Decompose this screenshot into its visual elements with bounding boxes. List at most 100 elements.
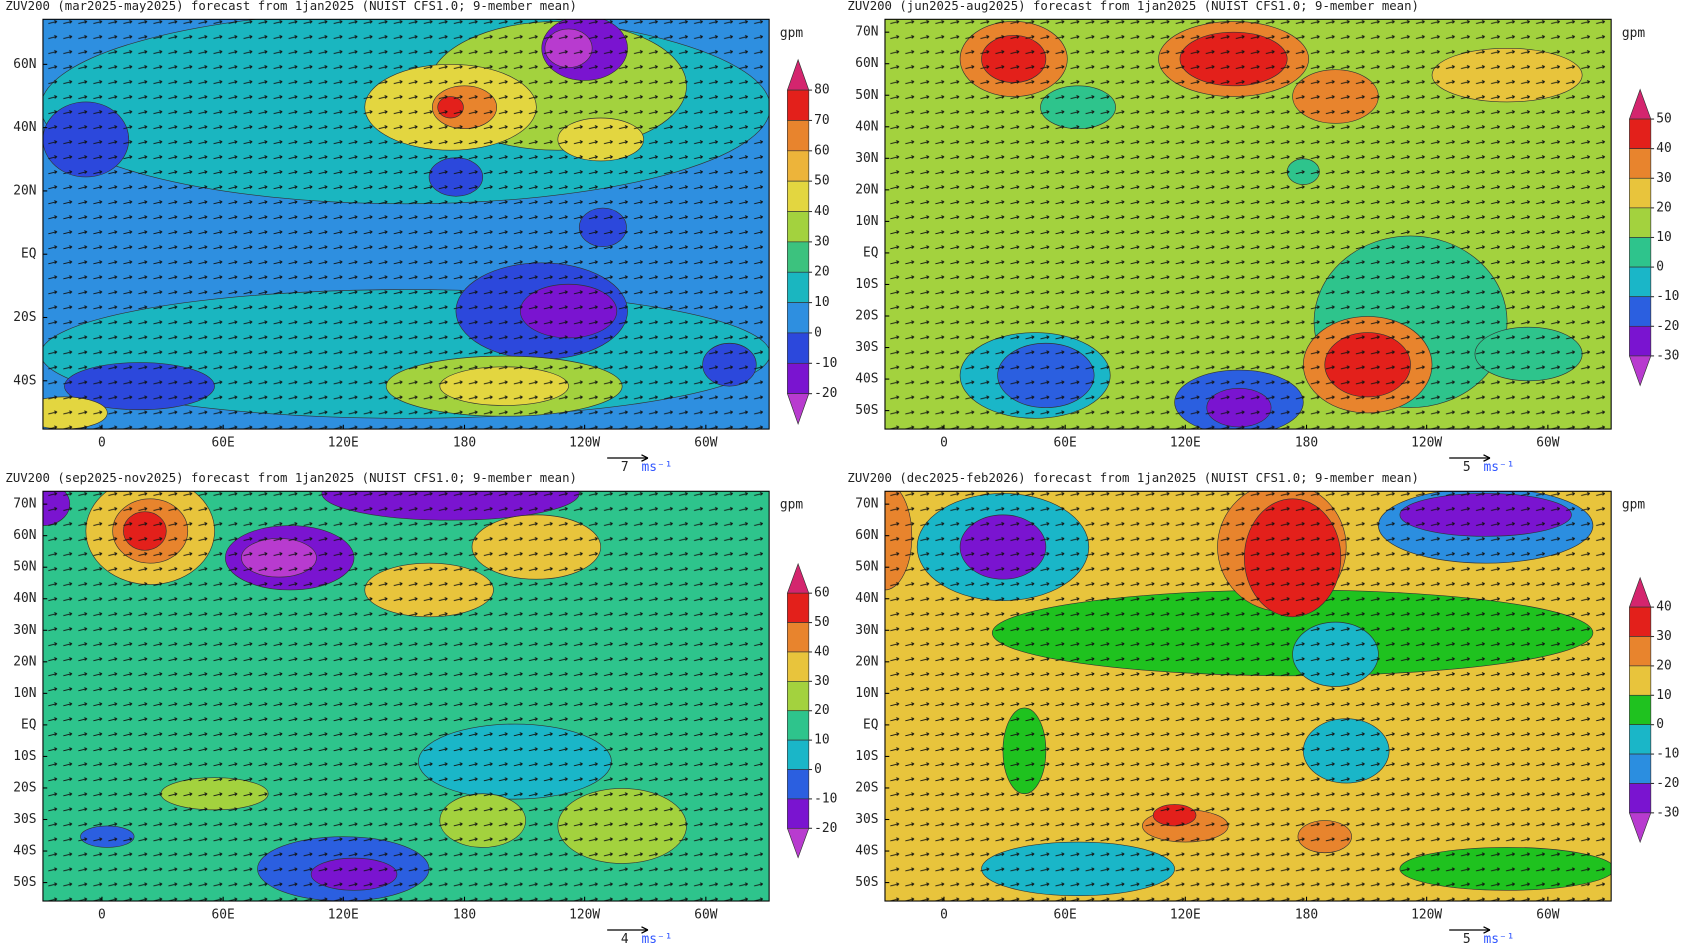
unit-label: gpm bbox=[780, 26, 803, 41]
lon-label: 180 bbox=[1295, 907, 1318, 922]
lon-label: 0 bbox=[940, 907, 948, 922]
lat-label: 40N bbox=[13, 591, 36, 606]
lat-label: 10S bbox=[855, 749, 878, 764]
colorbar-label: -30 bbox=[1656, 805, 1679, 820]
lon-label: 120W bbox=[1411, 907, 1442, 922]
colorbar-box bbox=[787, 710, 810, 741]
lat-label: 40N bbox=[855, 119, 878, 134]
unit-label: gpm bbox=[1622, 498, 1645, 513]
colorbar-label: -10 bbox=[814, 356, 837, 371]
lat-label: 30S bbox=[855, 340, 878, 355]
lat-label: 10S bbox=[855, 277, 878, 292]
lon-label: 0 bbox=[98, 907, 106, 922]
colorbar-box bbox=[787, 332, 810, 364]
colorbar-box bbox=[787, 271, 810, 303]
colorbar-box bbox=[787, 651, 810, 682]
unit-label: gpm bbox=[780, 498, 803, 513]
colorbar-label: 30 bbox=[814, 674, 829, 689]
lon-label: 0 bbox=[940, 436, 948, 451]
lat-label: 20S bbox=[855, 309, 878, 324]
colorbar-label: 30 bbox=[1656, 171, 1671, 186]
colorbar-label: 10 bbox=[1656, 688, 1671, 703]
lon-label: 120E bbox=[328, 907, 359, 922]
colorbar-label: 0 bbox=[1656, 260, 1664, 275]
lat-label: 10N bbox=[13, 686, 36, 701]
colorbar-label: 20 bbox=[814, 703, 829, 718]
lat-label: 10N bbox=[855, 214, 878, 229]
reference-unit: ms⁻¹ bbox=[1484, 932, 1515, 945]
colorbar-label: 60 bbox=[814, 586, 829, 601]
colorbar-triangle bbox=[786, 827, 810, 859]
lat-label: 50N bbox=[855, 88, 878, 103]
colorbar-label: -20 bbox=[814, 821, 837, 836]
colorbar-triangle bbox=[1628, 812, 1652, 844]
reference-value: 5 bbox=[1463, 932, 1471, 945]
colorbar-triangle bbox=[1628, 576, 1652, 608]
lon-label: 60W bbox=[1536, 436, 1559, 451]
lat-label: 10N bbox=[855, 686, 878, 701]
colorbar-box bbox=[787, 592, 810, 623]
colorbar-triangle bbox=[786, 562, 810, 594]
wind-vectors bbox=[884, 491, 1612, 902]
lat-label: 20S bbox=[855, 780, 878, 795]
colorbar-box bbox=[1629, 724, 1652, 755]
colorbar-label: -20 bbox=[1656, 776, 1679, 791]
colorbar-box bbox=[787, 362, 810, 394]
map-field bbox=[884, 491, 1612, 902]
wind-vectors bbox=[884, 19, 1612, 430]
map-field bbox=[884, 19, 1612, 430]
wind-vectors bbox=[42, 491, 770, 902]
colorbar-box bbox=[787, 211, 810, 243]
reference-value: 4 bbox=[621, 932, 629, 945]
lat-label: 20S bbox=[13, 310, 36, 325]
lat-label: 20N bbox=[855, 654, 878, 669]
colorbar-label: -20 bbox=[1656, 319, 1679, 334]
colorbar-box bbox=[787, 622, 810, 653]
lon-label: 120W bbox=[569, 436, 600, 451]
map-field bbox=[42, 491, 770, 902]
colorbar-box bbox=[1629, 636, 1652, 667]
lat-label: EQ bbox=[863, 717, 878, 732]
colorbar-label: 20 bbox=[1656, 200, 1671, 215]
reference-vector-head bbox=[1483, 926, 1491, 934]
colorbar-box bbox=[1629, 665, 1652, 696]
colorbar-label: -10 bbox=[1656, 747, 1679, 762]
map-frame bbox=[884, 18, 1612, 430]
lat-label: 70N bbox=[855, 25, 878, 40]
colorbar-label: 20 bbox=[814, 265, 829, 280]
colorbar-box bbox=[787, 89, 810, 121]
colorbar-label: 20 bbox=[1656, 658, 1671, 673]
colorbar-label: 70 bbox=[814, 113, 829, 128]
lat-label: EQ bbox=[21, 717, 36, 732]
colorbar-label: 50 bbox=[1656, 112, 1671, 127]
panel-title: ZUV200 (mar2025-may2025) forecast from 1… bbox=[5, 0, 577, 13]
lat-label: EQ bbox=[863, 245, 878, 260]
lat-label: 60N bbox=[855, 528, 878, 543]
colorbar-label: 30 bbox=[814, 234, 829, 249]
panel-title: ZUV200 (jun2025-aug2025) forecast from 1… bbox=[847, 0, 1419, 13]
colorbar-triangle bbox=[786, 58, 810, 91]
lat-label: 60N bbox=[855, 56, 878, 71]
reference-unit: ms⁻¹ bbox=[641, 460, 672, 475]
map-frame bbox=[42, 18, 770, 430]
reference-unit: ms⁻¹ bbox=[641, 932, 672, 945]
lat-label: 20N bbox=[855, 182, 878, 197]
lon-label: 60W bbox=[694, 907, 717, 922]
colorbar-box bbox=[787, 241, 810, 273]
lat-label: 40S bbox=[855, 844, 878, 859]
panel: ZUV200 (dec2025-feb2026) forecast from 1… bbox=[847, 471, 1679, 947]
lat-label: 20N bbox=[13, 183, 36, 198]
lon-label: 180 bbox=[1295, 436, 1318, 451]
colorbar-label: 40 bbox=[1656, 600, 1671, 615]
lon-label: 180 bbox=[453, 907, 476, 922]
colorbar-label: 40 bbox=[1656, 141, 1671, 156]
panel: ZUV200 (jun2025-aug2025) forecast from 1… bbox=[847, 0, 1679, 475]
lon-label: 0 bbox=[98, 436, 106, 451]
lat-label: 50N bbox=[13, 560, 36, 575]
colorbar-box bbox=[787, 769, 810, 800]
reference-vector-head bbox=[1483, 454, 1491, 462]
lon-label: 60E bbox=[212, 907, 235, 922]
colorbar-label: 30 bbox=[1656, 629, 1671, 644]
